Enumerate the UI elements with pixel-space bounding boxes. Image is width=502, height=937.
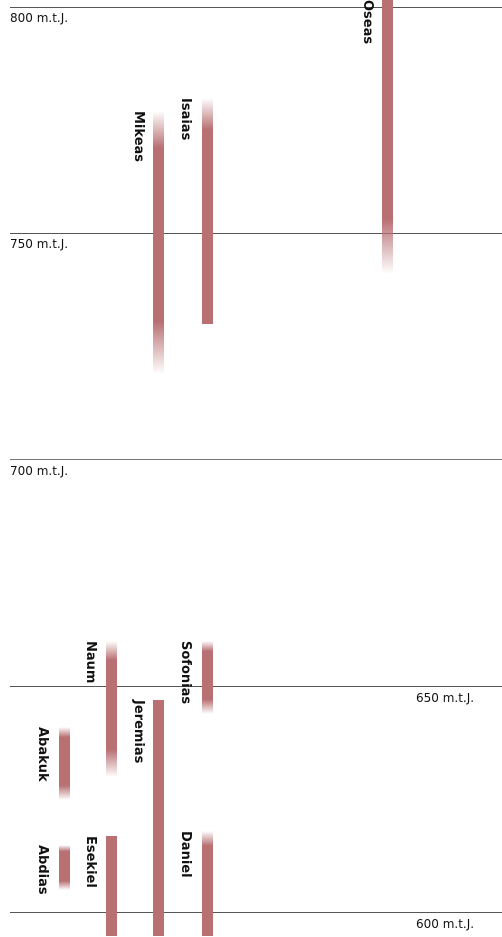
bar-naum bbox=[106, 641, 117, 778]
bar-oseas bbox=[382, 0, 393, 275]
bar-daniel bbox=[202, 831, 213, 936]
label-abakuk: Abakuk bbox=[35, 727, 50, 782]
label-sofonias: Sofonias bbox=[178, 641, 193, 705]
bar-isaias bbox=[202, 97, 213, 325]
year-label-750: 750 m.t.J. bbox=[10, 237, 69, 251]
year-label-700: 700 m.t.J. bbox=[10, 464, 69, 478]
gridline-600 bbox=[10, 912, 502, 913]
label-abdias: Abdias bbox=[35, 845, 50, 895]
label-daniel: Daniel bbox=[178, 831, 193, 879]
label-naum: Naum bbox=[83, 641, 98, 684]
bar-esekiel bbox=[106, 835, 117, 936]
gridline-750 bbox=[10, 233, 502, 234]
bar-jeremias bbox=[153, 700, 164, 936]
gridline-700 bbox=[10, 459, 502, 460]
bar-abdias bbox=[59, 845, 70, 891]
year-label-600: 600 m.t.J. bbox=[416, 917, 475, 931]
label-isaias: Isaias bbox=[178, 97, 193, 140]
year-label-800: 800 m.t.J. bbox=[10, 11, 69, 25]
bar-mikeas bbox=[153, 111, 164, 374]
label-oseas: Oseas bbox=[360, 0, 375, 45]
bar-abakuk bbox=[59, 727, 70, 800]
label-jeremias: Jeremias bbox=[131, 700, 146, 764]
gridline-650 bbox=[10, 686, 502, 687]
gridline-800 bbox=[10, 7, 502, 8]
year-label-650: 650 m.t.J. bbox=[416, 691, 475, 705]
label-mikeas: Mikeas bbox=[131, 111, 146, 163]
label-esekiel: Esekiel bbox=[83, 835, 98, 888]
bar-sofonias bbox=[202, 641, 213, 714]
